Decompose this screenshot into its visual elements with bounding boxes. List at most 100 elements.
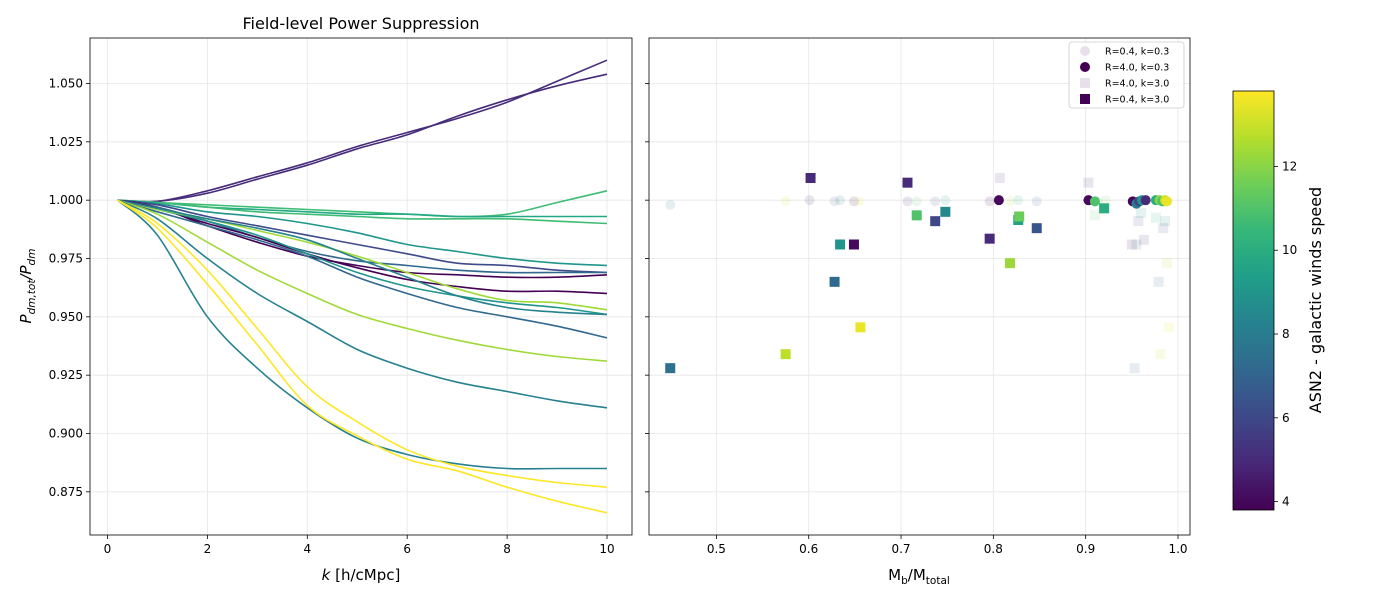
scatter-point-circle	[1089, 196, 1100, 207]
right-x-tick-label: 0.5	[707, 542, 726, 556]
left-lines	[116, 59, 608, 514]
right-x-tick-label: 1.0	[1168, 542, 1187, 556]
scatter-point-square	[835, 239, 846, 250]
series-line	[117, 199, 608, 295]
scatter-point-circle	[1004, 196, 1015, 207]
series-line	[117, 199, 608, 225]
colorbar-gradient	[1233, 91, 1274, 510]
legend-label: R=0.4, k=3.0	[1105, 95, 1169, 106]
series-line	[117, 199, 608, 514]
scatter-point-square	[1161, 258, 1172, 269]
scatter-point-square	[665, 363, 676, 374]
scatter-point-square	[1083, 177, 1094, 188]
colorbar-label: ASN2 - galactic winds speed	[1306, 187, 1325, 413]
scatter-point-square	[1089, 210, 1100, 221]
left-panel: 0 2 4 6 8 10 0.875 0.900 0.925 0.950 0.975 1.000 1.0…	[17, 14, 633, 584]
scatter-point-square	[780, 349, 791, 360]
legend-label: R=4.0, k=0.3	[1105, 63, 1169, 74]
scatter-point-square	[1136, 208, 1147, 218]
scatter-point-square	[1004, 258, 1015, 269]
series-line	[117, 73, 608, 203]
series-line	[117, 199, 608, 279]
legend-marker-square	[1080, 94, 1090, 104]
left-y-tick-label: 0.925	[49, 368, 83, 382]
left-x-tick-label: 6	[403, 542, 411, 556]
right-x-axis-label: Mb/Mtotal	[888, 566, 950, 587]
scatter-point-square	[1099, 203, 1110, 214]
left-axes-frame	[89, 37, 633, 536]
scatter-point-square	[940, 206, 951, 217]
scatter-point-square	[902, 177, 913, 188]
scatter-point-square	[930, 216, 941, 227]
left-y-tick-label: 1.000	[49, 193, 83, 207]
scatter-point-circle	[804, 195, 815, 206]
right-x-tick-label: 0.6	[799, 542, 818, 556]
scatter-point-square	[829, 276, 840, 287]
scatter-point-circle	[835, 195, 846, 206]
right-x-tick-label: 0.7	[891, 542, 910, 556]
colorbar-frame	[1232, 90, 1275, 511]
left-y-tick-label: 1.050	[49, 77, 83, 91]
scatter-point-square	[855, 322, 866, 333]
scatter-point-square	[1160, 216, 1171, 227]
scatter-point-circle	[993, 195, 1004, 206]
series-line	[117, 199, 608, 267]
left-y-tick-label: 0.975	[49, 252, 83, 266]
right-ticks: 0.5 0.6 0.7 0.8 0.9 1.0	[645, 83, 1188, 556]
legend-box	[1068, 41, 1185, 109]
scatter-point-circle	[940, 195, 951, 206]
scatter-point-square	[984, 233, 995, 244]
colorbar-tick-label: 12	[1282, 159, 1297, 173]
scatter-point-square	[805, 173, 816, 183]
scatter-point-circle	[848, 196, 859, 207]
left-title: Field-level Power Suppression	[242, 14, 479, 33]
left-x-tick-label: 0	[104, 542, 112, 556]
scatter-point-circle	[930, 196, 941, 207]
scatter-point-circle	[829, 196, 840, 207]
scatter-point-square	[1131, 239, 1142, 250]
left-y-axis-label: Pdm,tot/Pdm	[17, 249, 38, 324]
scatter-point-circle	[1161, 196, 1172, 207]
scatter-point-circle	[780, 196, 791, 207]
colorbar: 4 6 8 10 12 ASN2 - galactic winds speed	[1232, 90, 1325, 511]
right-panel: 0.5 0.6 0.7 0.8 0.9 1.0 Mb/Mtotal R=0.4, k=0.…	[645, 37, 1191, 587]
colorbar-tick-label: 8	[1282, 327, 1290, 341]
right-points	[665, 173, 1174, 374]
legend-marker-circle	[1080, 46, 1090, 56]
scatter-point-circle	[1140, 195, 1151, 206]
left-ticks: 0 2 4 6 8 10 0.875 0.900 0.925 0.950 0.975 1.000 1.0…	[49, 77, 615, 557]
series-line	[117, 199, 608, 339]
left-y-tick-label: 1.025	[49, 135, 83, 149]
scatter-point-circle	[1100, 195, 1111, 206]
scatter-point-square	[848, 239, 859, 250]
left-x-tick-label: 2	[204, 542, 212, 556]
legend-marker-circle	[1080, 62, 1090, 72]
left-y-tick-label: 0.900	[49, 427, 83, 441]
scatter-point-circle	[665, 199, 676, 210]
scatter-point-circle	[1013, 195, 1024, 206]
scatter-point-circle	[984, 196, 995, 207]
series-line	[117, 199, 608, 316]
legend-marker-square	[1080, 78, 1090, 88]
right-grid	[649, 38, 1190, 535]
left-grid	[90, 38, 632, 535]
legend: R=0.4, k=0.3 R=4.0, k=0.3 R=4.0, k=3.0 R=0.…	[1068, 41, 1185, 109]
scatter-point-circle	[1031, 196, 1042, 207]
scatter-point-circle	[911, 196, 922, 207]
scatter-point-square	[1014, 211, 1025, 222]
scatter-point-square	[1031, 223, 1042, 234]
scatter-point-square	[911, 210, 922, 221]
scatter-point-square	[1163, 322, 1174, 333]
scatter-point-circle	[854, 196, 865, 207]
series-line	[117, 190, 608, 218]
right-axes-frame	[648, 37, 1191, 536]
series-line	[117, 59, 608, 203]
right-x-tick-label: 0.8	[984, 542, 1003, 556]
scatter-point-square	[1153, 276, 1164, 287]
legend-label: R=0.4, k=0.3	[1105, 47, 1169, 58]
scatter-point-square	[1158, 223, 1169, 234]
left-y-tick-label: 0.875	[49, 485, 83, 499]
series-line	[117, 199, 608, 316]
series-line	[117, 199, 608, 409]
